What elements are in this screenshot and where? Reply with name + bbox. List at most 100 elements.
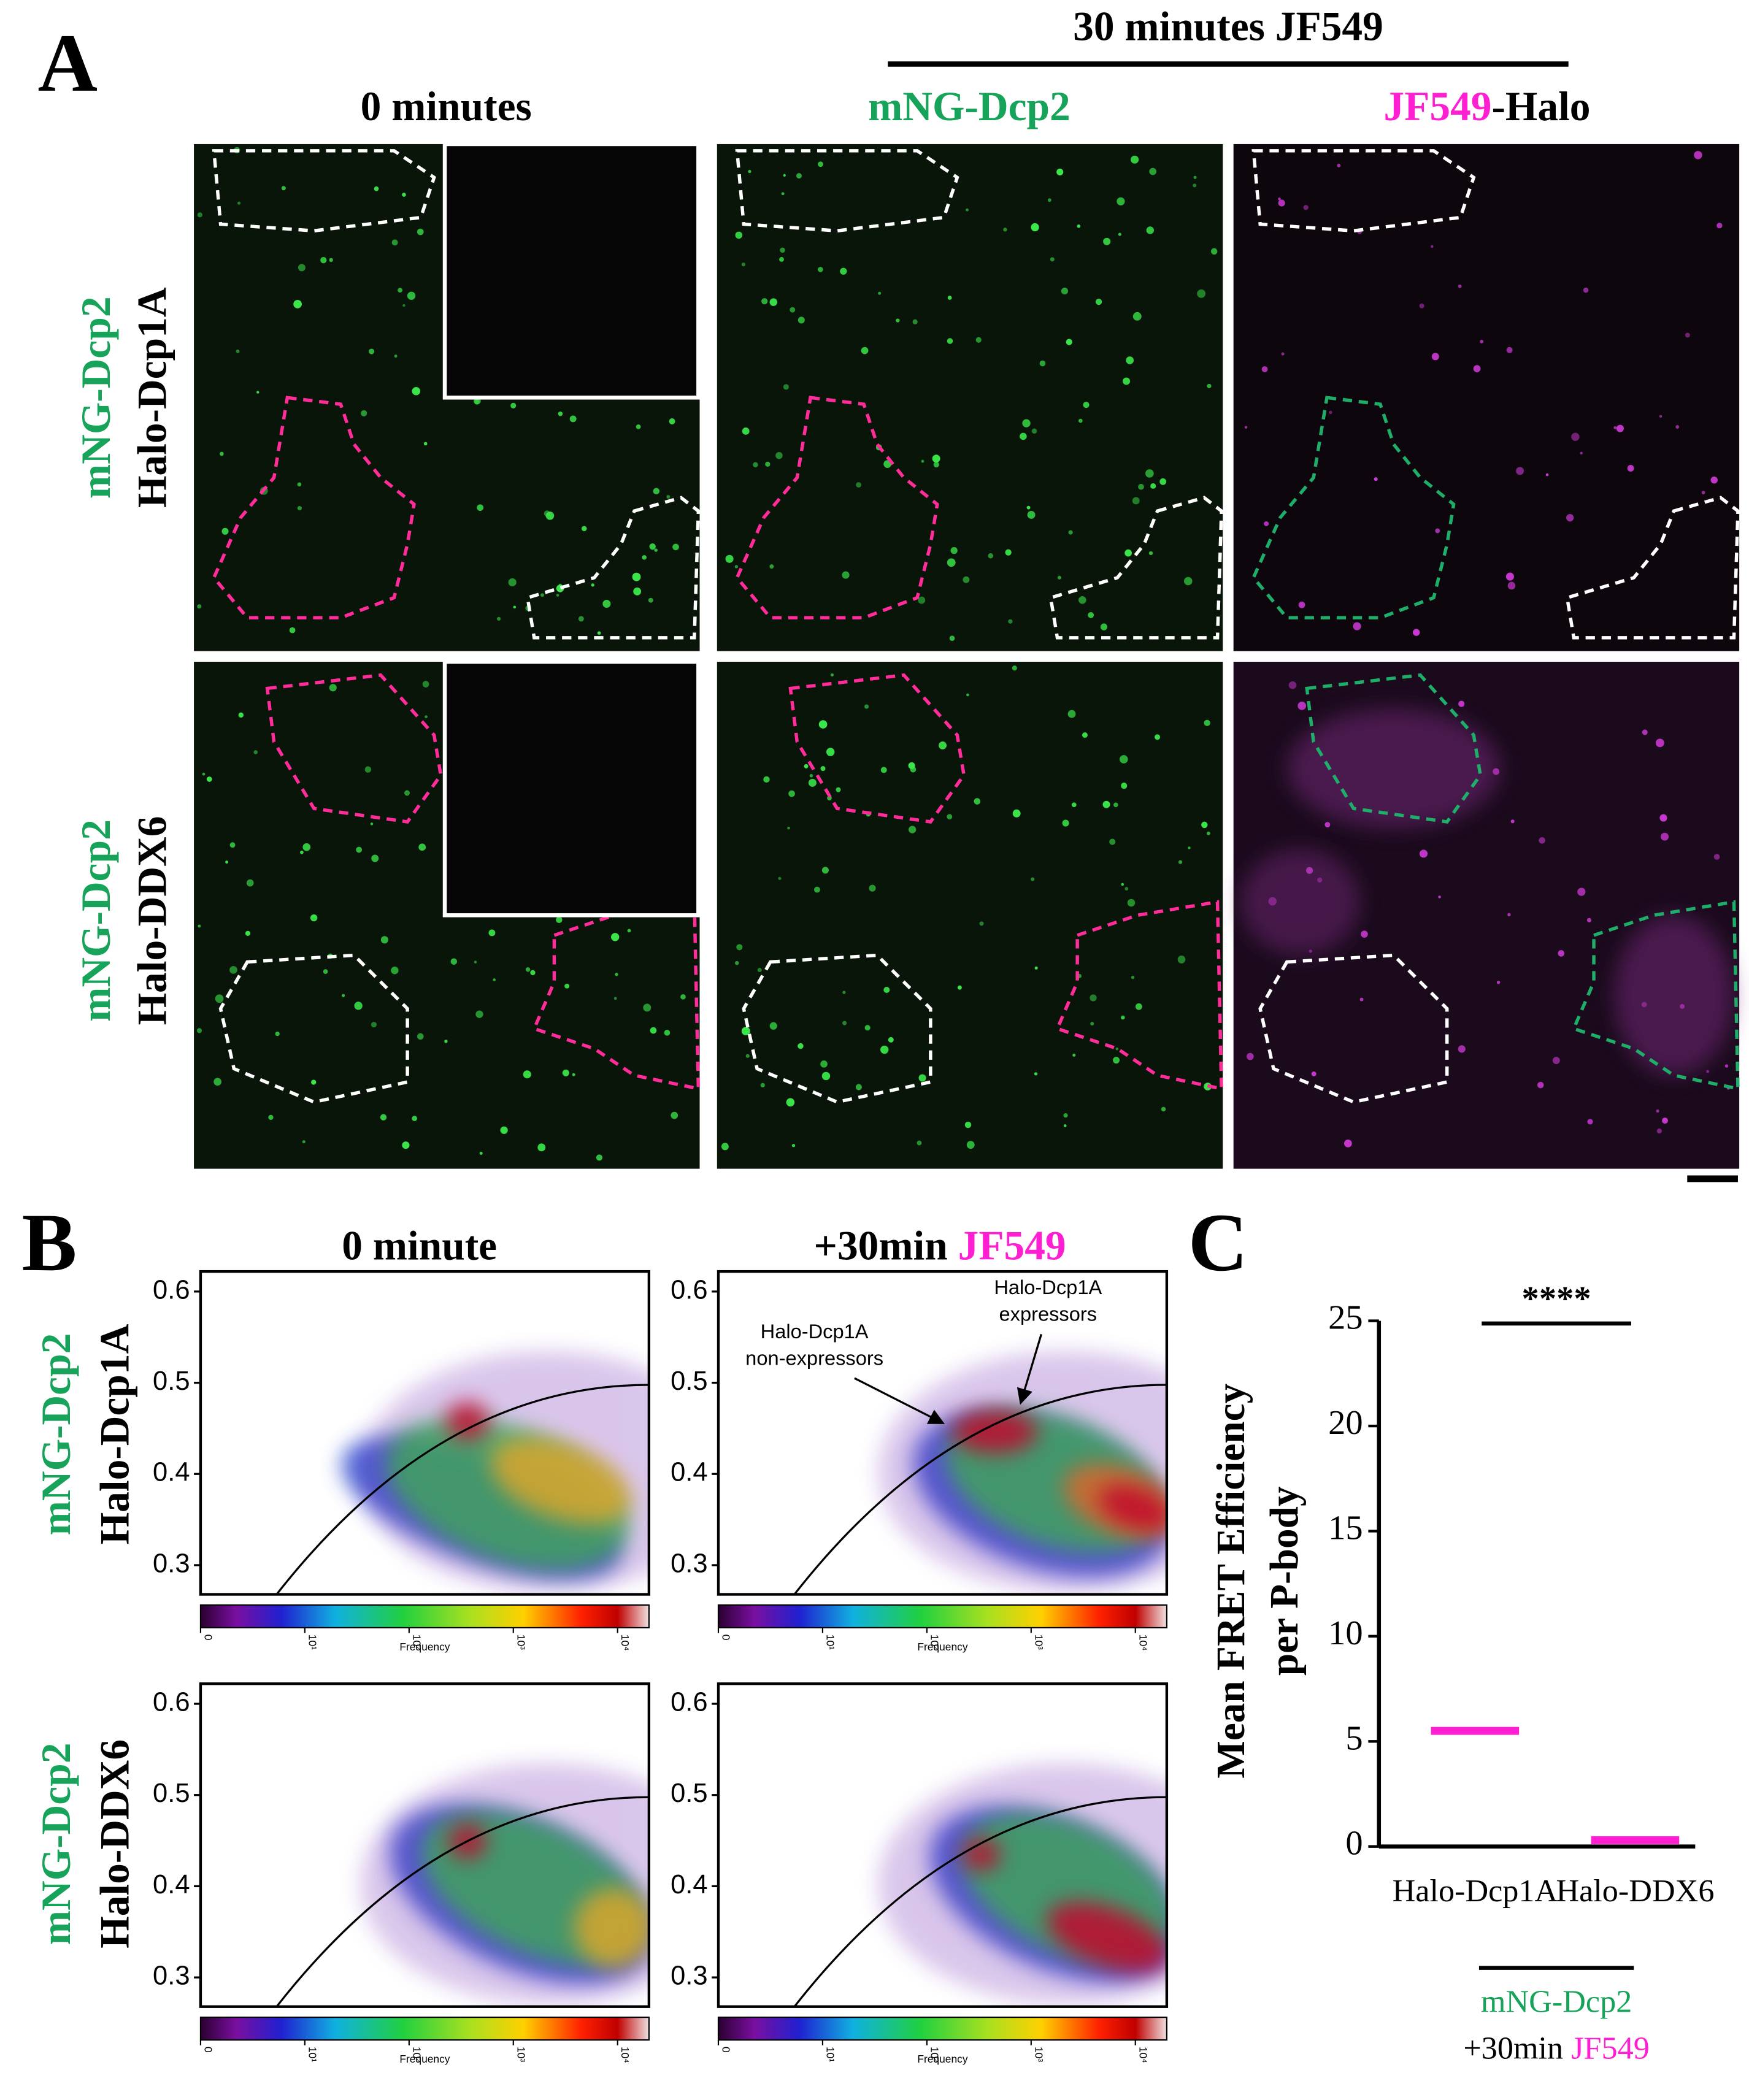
puncta <box>508 578 517 587</box>
annotation: Halo-Dcp1A <box>761 1320 869 1343</box>
puncta <box>1506 347 1513 353</box>
puncta <box>798 316 805 324</box>
puncta <box>364 766 372 773</box>
puncta <box>1066 339 1072 345</box>
puncta <box>1583 287 1589 293</box>
y-tick-label: 0.3 <box>153 1961 190 1991</box>
fit-curve <box>275 1384 649 1595</box>
puncta <box>564 983 570 989</box>
puncta <box>1537 1081 1544 1089</box>
colorbar-tick-label: 10⁴ <box>1137 2047 1149 2063</box>
y-axis-label: per P-body <box>1263 1486 1307 1676</box>
puncta <box>1109 838 1116 845</box>
puncta <box>883 986 890 994</box>
puncta <box>197 212 202 218</box>
puncta <box>371 1022 377 1028</box>
puncta <box>1278 199 1285 207</box>
puncta <box>475 1010 483 1018</box>
puncta <box>974 798 981 805</box>
cell-outline <box>1258 953 1449 1104</box>
puncta <box>1034 966 1038 970</box>
group-title: 30 minutes JF549 <box>1073 3 1383 49</box>
puncta <box>412 387 421 396</box>
puncta <box>1210 248 1218 255</box>
puncta <box>821 867 829 874</box>
y-tick-label: 0.6 <box>153 1687 190 1717</box>
density-fringe <box>361 1763 649 2004</box>
row-partner: Halo-DDX6 <box>129 816 175 1025</box>
puncta <box>530 970 536 976</box>
puncta <box>765 461 771 467</box>
puncta <box>215 994 224 1003</box>
puncta <box>412 1116 417 1121</box>
puncta <box>1206 831 1210 835</box>
puncta <box>1642 729 1648 735</box>
row-partner: Halo-Dcp1A <box>91 1324 137 1544</box>
puncta <box>1131 155 1139 164</box>
puncta <box>947 814 953 820</box>
puncta <box>1077 224 1081 228</box>
puncta <box>949 635 955 642</box>
puncta <box>1587 1119 1593 1125</box>
puncta <box>1126 356 1134 364</box>
puncta <box>581 526 587 532</box>
puncta <box>921 459 924 463</box>
y-tick-label: 5 <box>1345 1719 1363 1757</box>
puncta <box>950 546 958 554</box>
puncta <box>1102 800 1110 808</box>
puncta <box>1710 476 1718 484</box>
puncta <box>672 543 679 551</box>
puncta <box>643 1003 652 1012</box>
puncta <box>1505 572 1514 581</box>
puncta <box>664 1030 671 1036</box>
puncta <box>908 762 915 769</box>
puncta <box>1118 232 1121 236</box>
cell-signal <box>1240 848 1361 956</box>
puncta <box>1281 352 1285 356</box>
puncta <box>402 1141 410 1149</box>
puncta <box>1031 428 1037 434</box>
colorbar-tick-label: 0 <box>202 2047 214 2053</box>
puncta <box>753 462 758 468</box>
plot-frame <box>199 1682 651 2008</box>
puncta <box>371 854 379 862</box>
plot-frame <box>717 1270 1169 1596</box>
puncta <box>1507 913 1511 917</box>
puncta <box>391 239 398 246</box>
row-partner: Halo-DDX6 <box>91 1739 137 1949</box>
puncta <box>1115 1047 1119 1051</box>
puncta <box>253 750 258 754</box>
puncta <box>1201 821 1208 829</box>
puncta <box>1188 846 1191 849</box>
y-tick-label: 0.3 <box>671 1549 707 1578</box>
puncta <box>342 994 345 997</box>
puncta <box>745 1054 750 1058</box>
puncta <box>769 298 778 306</box>
annotation: Halo-Dcp1A <box>994 1276 1102 1298</box>
puncta <box>933 462 939 468</box>
colorbar <box>199 2017 650 2041</box>
puncta <box>1496 980 1501 984</box>
puncta <box>202 772 206 776</box>
puncta <box>1458 700 1465 707</box>
puncta <box>1150 483 1156 489</box>
puncta <box>356 846 363 853</box>
puncta <box>1545 473 1549 477</box>
puncta <box>633 587 642 596</box>
annotation-arrow <box>1017 1333 1042 1405</box>
puncta <box>1117 197 1125 205</box>
puncta <box>1480 339 1484 343</box>
puncta <box>544 510 550 517</box>
column-title: JF549-Halo <box>1383 83 1590 129</box>
significance: **** <box>1522 1280 1591 1318</box>
density <box>275 1351 649 1595</box>
puncta <box>760 1083 765 1087</box>
puncta <box>354 1002 363 1010</box>
puncta <box>1127 899 1136 907</box>
puncta <box>246 879 254 887</box>
panel-letter: A <box>38 18 98 109</box>
puncta <box>578 616 584 622</box>
puncta <box>1121 883 1124 886</box>
panel-letter: B <box>21 1197 77 1289</box>
